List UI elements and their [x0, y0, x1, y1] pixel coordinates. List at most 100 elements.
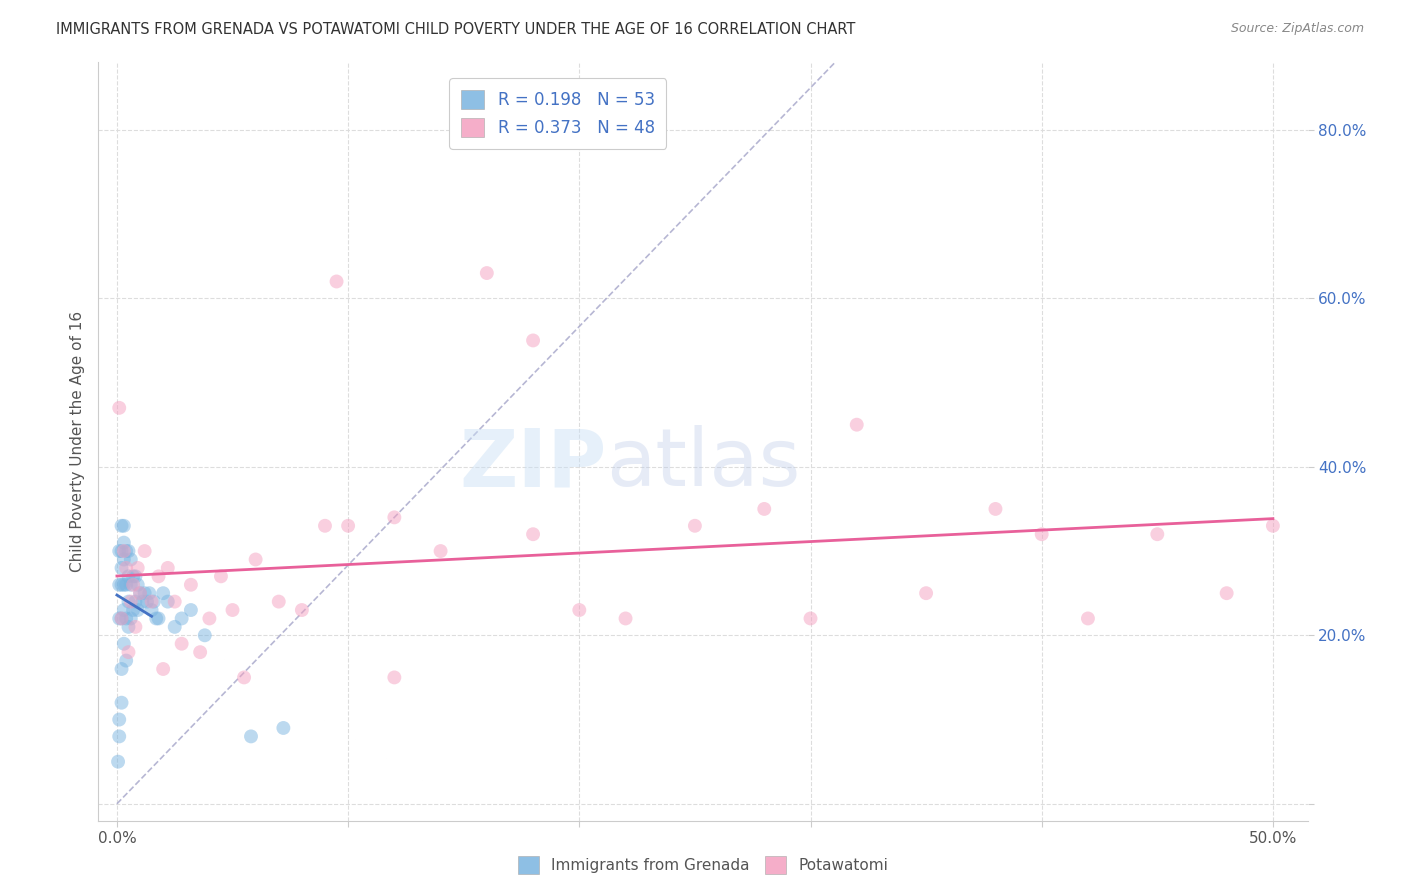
Point	[120, 594, 142, 608]
Point	[112, 578, 135, 592]
Point	[984, 502, 1007, 516]
Point	[115, 578, 138, 592]
Point	[124, 594, 146, 608]
Point	[110, 611, 132, 625]
Point	[112, 603, 135, 617]
Point	[145, 611, 167, 625]
Point	[180, 578, 202, 592]
Point	[429, 544, 451, 558]
Point	[129, 586, 152, 600]
Y-axis label: Child Poverty Under the Age of 16: Child Poverty Under the Age of 16	[69, 311, 84, 572]
Point	[117, 569, 139, 583]
Point	[1031, 527, 1053, 541]
Point	[108, 544, 131, 558]
Point	[108, 713, 131, 727]
Point	[152, 586, 174, 600]
Point	[108, 730, 131, 744]
Point	[110, 578, 132, 592]
Point	[163, 594, 186, 608]
Point	[110, 611, 132, 625]
Point	[799, 611, 821, 625]
Point	[233, 670, 256, 684]
Point	[115, 611, 138, 625]
Point	[141, 594, 163, 608]
Text: Source: ZipAtlas.com: Source: ZipAtlas.com	[1230, 22, 1364, 36]
Text: atlas: atlas	[606, 425, 800, 503]
Point	[240, 730, 263, 744]
Point	[845, 417, 868, 432]
Point	[117, 544, 139, 558]
Point	[136, 594, 159, 608]
Text: ZIP: ZIP	[458, 425, 606, 503]
Point	[152, 662, 174, 676]
Point	[110, 544, 132, 558]
Point	[382, 670, 405, 684]
Point	[314, 518, 336, 533]
Point	[273, 721, 295, 735]
Point	[194, 628, 217, 642]
Point	[129, 586, 152, 600]
Point	[198, 611, 221, 625]
Point	[108, 578, 131, 592]
Point	[568, 603, 591, 617]
Point	[122, 569, 145, 583]
Point	[382, 510, 405, 524]
Point	[112, 552, 135, 566]
Point	[120, 578, 142, 592]
Point	[110, 561, 132, 575]
Point	[170, 637, 193, 651]
Point	[115, 561, 138, 575]
Point	[170, 611, 193, 625]
Point	[115, 654, 138, 668]
Point	[1261, 518, 1284, 533]
Point	[245, 552, 267, 566]
Point	[754, 502, 776, 516]
Point	[915, 586, 938, 600]
Point	[110, 518, 132, 533]
Point	[683, 518, 706, 533]
Point	[209, 569, 232, 583]
Point	[180, 603, 202, 617]
Point	[117, 645, 139, 659]
Point	[156, 561, 179, 575]
Point	[141, 603, 163, 617]
Point	[522, 527, 544, 541]
Point	[110, 696, 132, 710]
Point	[112, 518, 135, 533]
Point	[108, 611, 131, 625]
Point	[325, 275, 347, 289]
Point	[221, 603, 243, 617]
Point	[131, 594, 153, 608]
Point	[148, 569, 170, 583]
Point	[115, 544, 138, 558]
Point	[163, 620, 186, 634]
Point	[117, 620, 139, 634]
Legend: R = 0.198   N = 53, R = 0.373   N = 48: R = 0.198 N = 53, R = 0.373 N = 48	[450, 78, 666, 149]
Point	[112, 535, 135, 549]
Point	[148, 611, 170, 625]
Point	[110, 662, 132, 676]
Text: IMMIGRANTS FROM GRENADA VS POTAWATOMI CHILD POVERTY UNDER THE AGE OF 16 CORRELAT: IMMIGRANTS FROM GRENADA VS POTAWATOMI CH…	[56, 22, 856, 37]
Point	[475, 266, 498, 280]
Point	[291, 603, 314, 617]
Point	[142, 594, 165, 608]
Point	[122, 603, 145, 617]
Point	[337, 518, 360, 533]
Point	[120, 611, 142, 625]
Legend: Immigrants from Grenada, Potawatomi: Immigrants from Grenada, Potawatomi	[512, 850, 894, 880]
Point	[127, 561, 149, 575]
Point	[188, 645, 211, 659]
Point	[124, 620, 146, 634]
Point	[117, 594, 139, 608]
Point	[108, 401, 131, 415]
Point	[138, 586, 160, 600]
Point	[267, 594, 290, 608]
Point	[120, 552, 142, 566]
Point	[614, 611, 637, 625]
Point	[156, 594, 179, 608]
Point	[127, 603, 149, 617]
Point	[107, 755, 129, 769]
Point	[112, 544, 135, 558]
Point	[522, 334, 544, 348]
Point	[112, 637, 135, 651]
